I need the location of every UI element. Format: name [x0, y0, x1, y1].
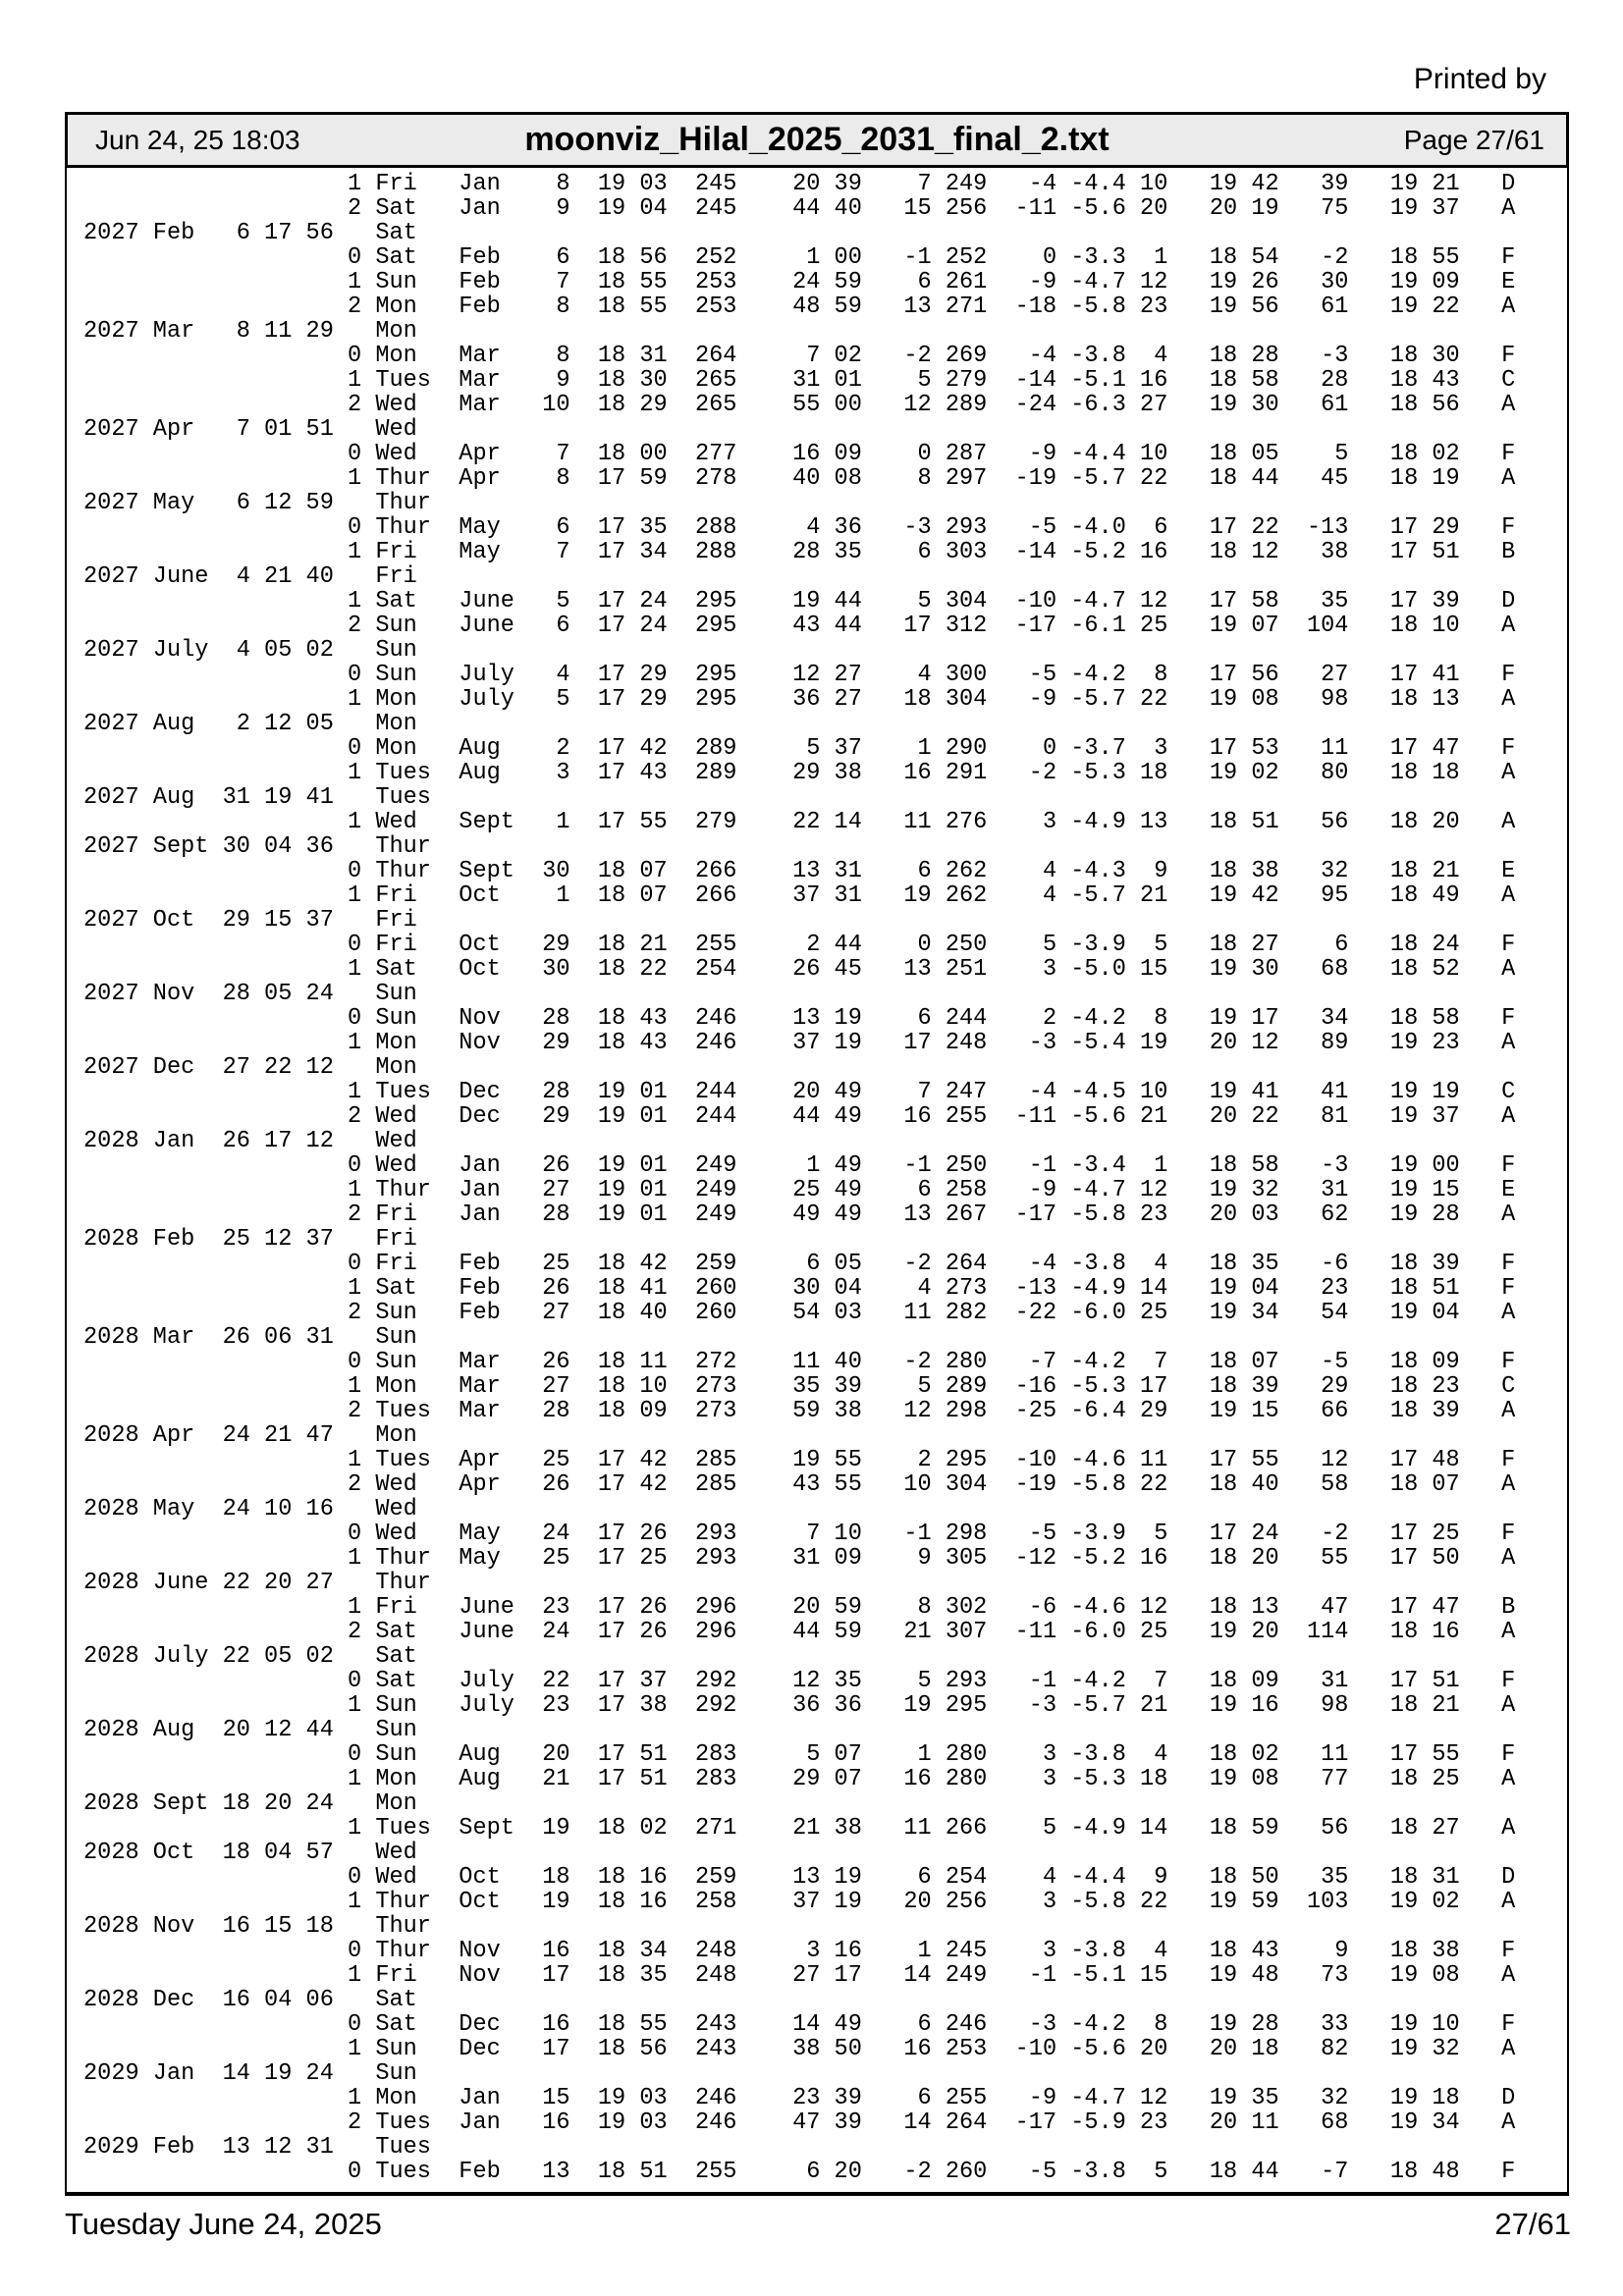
print-datetime: Jun 24, 25 18:03 — [95, 124, 300, 155]
document-title: moonviz_Hilal_2025_2031_final_2.txt — [524, 121, 1109, 158]
footer-page-number: 27/61 — [1494, 2207, 1571, 2241]
page-indicator: Page 27/61 — [1403, 124, 1544, 155]
printed-by-label: Printed by — [1413, 63, 1546, 95]
footer-date: Tuesday June 24, 2025 — [65, 2207, 382, 2241]
print-header: Jun 24, 25 18:03 moonviz_Hilal_2025_2031… — [65, 112, 1569, 168]
page-footer: Tuesday June 24, 2025 27/61 — [65, 2207, 1571, 2242]
file-content-text: 1 Fri Jan 8 19 03 245 20 39 7 249 -4 -4.… — [83, 171, 1516, 2185]
file-content-frame: 1 Fri Jan 8 19 03 245 20 39 7 249 -4 -4.… — [65, 168, 1569, 2196]
